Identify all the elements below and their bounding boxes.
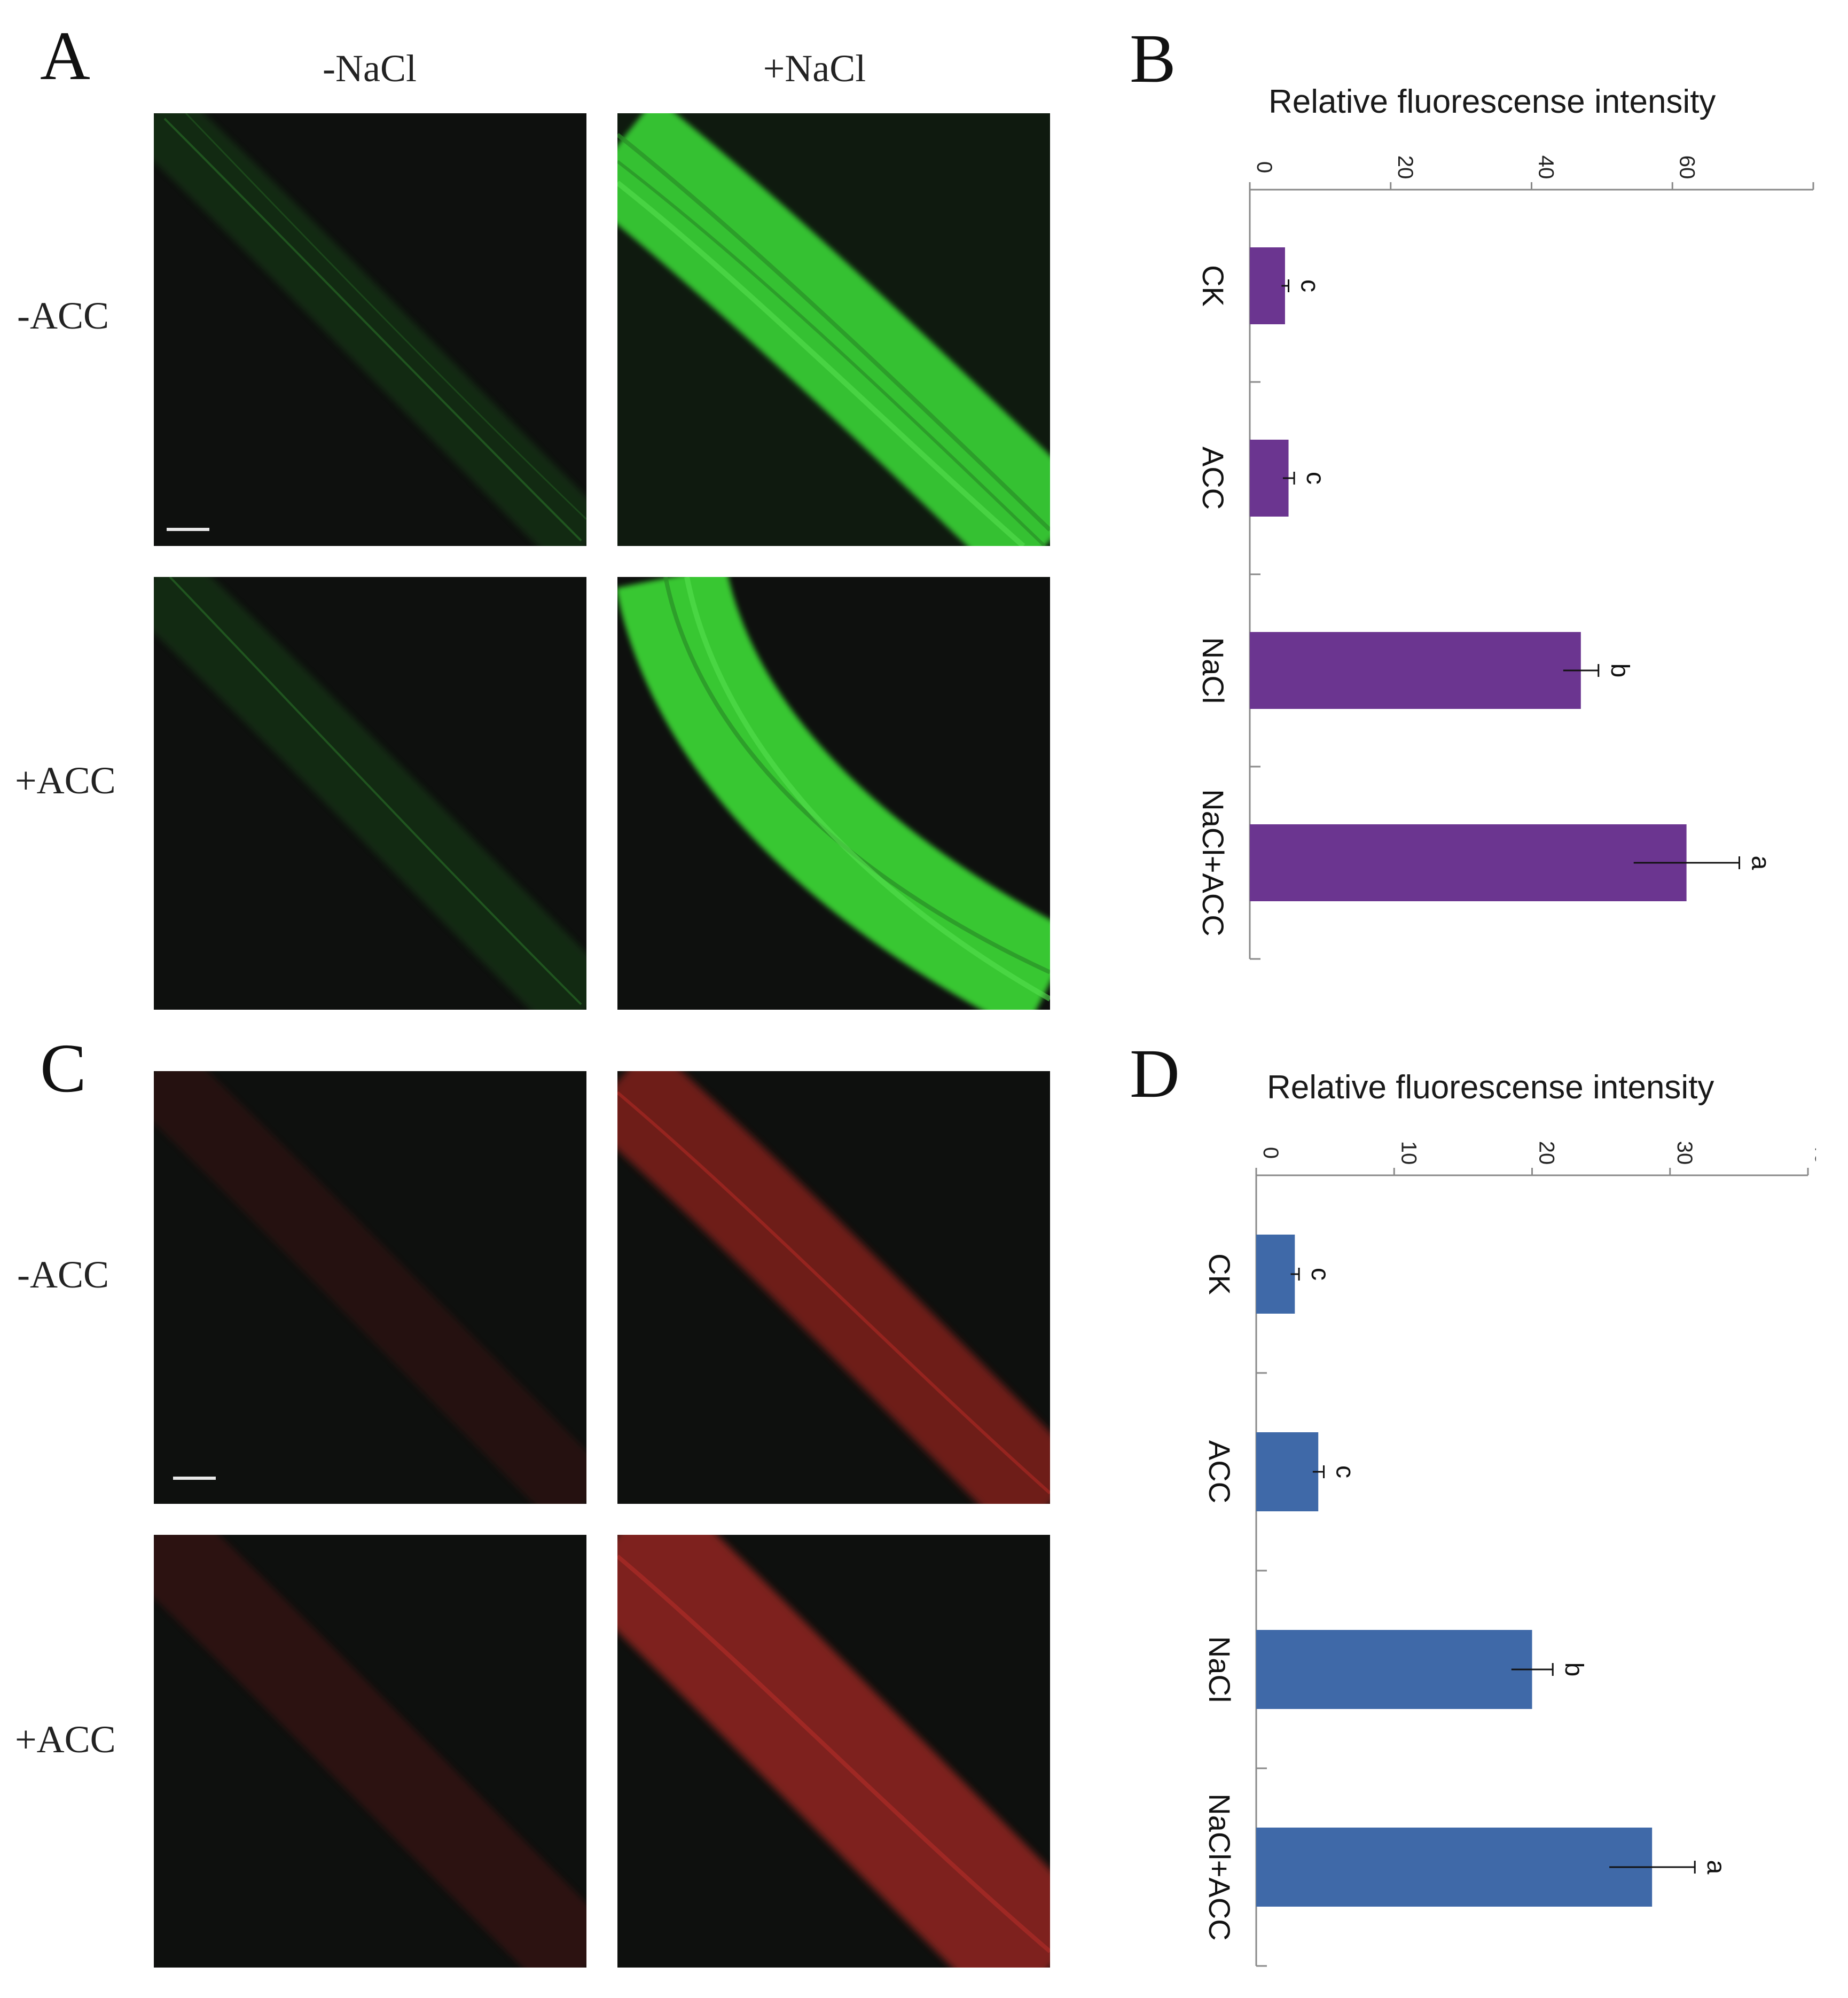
category-label: NaCl (1203, 1636, 1236, 1703)
micrograph-c-plus-acc-plus-nacl (617, 1535, 1050, 1968)
bar (1256, 1432, 1319, 1511)
tick-label: 40 (1811, 1141, 1816, 1165)
bar (1250, 824, 1687, 901)
row-label-plus-acc-c: +ACC (15, 1718, 116, 1761)
chart-d-title: Relative fluorescense intensity (1267, 1069, 1714, 1106)
column-label-minus-nacl: -NaCl (323, 47, 417, 90)
tick-label: 0 (1252, 161, 1276, 173)
micrograph-a-minus-acc-plus-nacl (617, 113, 1050, 546)
tick-label: 0 (1259, 1147, 1282, 1159)
micrograph-a-plus-acc-minus-nacl (154, 577, 586, 1010)
bar (1250, 247, 1285, 324)
category-label: ACC (1203, 1440, 1236, 1503)
category-label: CK (1203, 1253, 1236, 1295)
significance-label: b (1606, 664, 1634, 678)
scale-bar (167, 528, 209, 531)
bar (1256, 1235, 1295, 1314)
micrograph-c-minus-acc-plus-nacl (617, 1071, 1050, 1504)
column-label-plus-nacl: +NaCl (763, 47, 866, 90)
significance-label: a (1747, 856, 1775, 870)
chart-d: 0 10 20 30 40 c CK c ACC b NaCl a NaCl+ACC (1203, 1141, 1816, 1967)
significance-label: c (1331, 1465, 1359, 1478)
bar (1256, 1828, 1653, 1907)
panel-letter-a: A (40, 18, 90, 95)
tick-label: 40 (1534, 155, 1558, 179)
row-label-minus-acc-a: -ACC (17, 294, 109, 337)
micrograph-a-minus-acc-minus-nacl (154, 113, 586, 546)
tick-label: 60 (1675, 155, 1698, 179)
category-label: NaCl+ACC (1203, 1793, 1236, 1940)
micrograph-c-plus-acc-minus-nacl (154, 1535, 586, 1968)
chart-b-title: Relative fluorescense intensity (1268, 83, 1716, 120)
tick-label: 20 (1535, 1141, 1559, 1165)
bar (1250, 440, 1289, 517)
significance-label: c (1301, 472, 1329, 485)
scale-bar (173, 1477, 216, 1480)
tick-label: 10 (1397, 1141, 1420, 1165)
category-label: NaCl (1196, 637, 1230, 704)
significance-label: c (1306, 1268, 1334, 1281)
panel-letter-c: C (40, 1030, 87, 1107)
category-label: NaCl+ACC (1196, 789, 1230, 936)
significance-label: a (1702, 1860, 1730, 1875)
micrograph-c-minus-acc-minus-nacl (154, 1071, 586, 1504)
panel-letter-b: B (1130, 20, 1176, 97)
tick-label: 30 (1673, 1141, 1696, 1165)
significance-label: b (1560, 1663, 1588, 1677)
row-label-minus-acc-c: -ACC (17, 1253, 109, 1296)
micrograph-a-plus-acc-plus-nacl (617, 577, 1050, 1010)
bar (1250, 632, 1581, 709)
significance-label: c (1296, 279, 1324, 292)
category-label: ACC (1196, 447, 1230, 510)
bar (1256, 1630, 1532, 1709)
tick-label: 20 (1393, 155, 1417, 179)
chart-b: 020406080cCKcACCbNaClaNaCl+ACC (1196, 155, 1814, 960)
row-label-plus-acc-a: +ACC (15, 759, 116, 802)
panel-letter-d: D (1130, 1035, 1180, 1112)
category-label: CK (1196, 265, 1230, 307)
